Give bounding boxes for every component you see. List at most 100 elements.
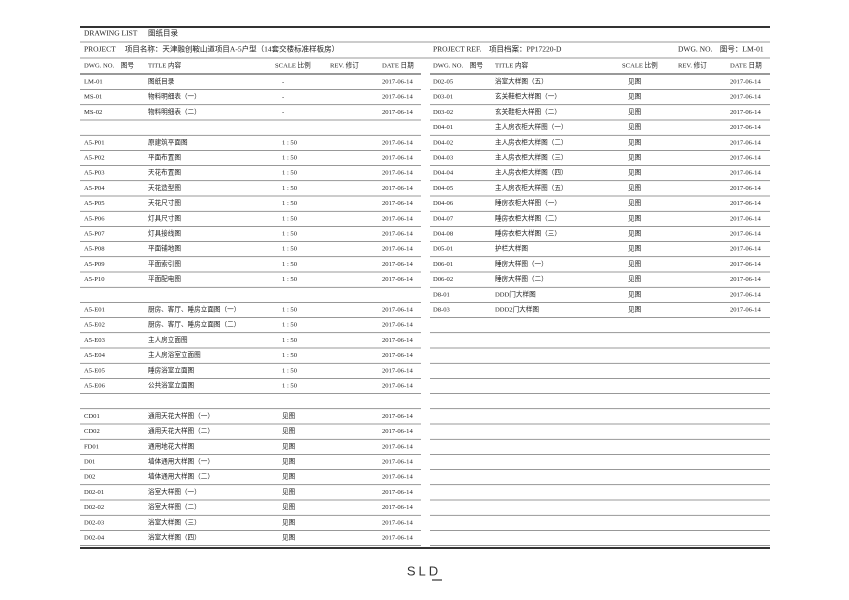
scale: 1 : 50 (282, 337, 298, 344)
scale: 见图 (628, 108, 642, 116)
dwg-no: A5-E05 (84, 367, 106, 374)
scale: 见图 (628, 260, 642, 268)
drawing-title: 灯具尺寸图 (148, 213, 181, 222)
dwg-no: D04-03 (433, 155, 454, 162)
scale: 1 : 50 (282, 276, 298, 283)
date: 2017-06-14 (382, 367, 413, 374)
drawing-title: 护栏大样图 (495, 244, 528, 253)
drawing-title: 主人房衣柜大样图（五） (495, 183, 568, 192)
date-header: DATE 日期 (730, 62, 762, 70)
date: 2017-06-14 (382, 231, 413, 238)
dwg-no: D04-02 (433, 139, 453, 146)
date: 2017-06-14 (730, 79, 761, 86)
date: 2017-06-14 (382, 383, 413, 390)
dwg-no: A5-P09 (84, 261, 105, 268)
date: 2017-06-14 (730, 94, 761, 101)
drawing-title: 天花布置图 (148, 168, 181, 177)
drawing-title: 墙体通用大样图（一） (148, 457, 214, 466)
drawing-title: 主人房立面图 (148, 335, 188, 344)
dwg-no: A5-P01 (84, 139, 105, 146)
dwg-no: D04-07 (433, 215, 454, 222)
scale: - (282, 109, 284, 116)
drawing-title: 浴室大样图（一） (148, 487, 201, 496)
dwg-no: D03-02 (433, 109, 453, 116)
dwg-no: CD01 (84, 413, 100, 420)
dwg-no: D04-01 (433, 124, 453, 131)
scale: 1 : 50 (282, 231, 298, 238)
date: 2017-06-14 (730, 261, 761, 268)
logo: SLD (407, 563, 441, 578)
date: 2017-06-14 (382, 489, 413, 496)
date: 2017-06-14 (730, 200, 761, 207)
dwg-no: A5-P02 (84, 155, 105, 162)
scale: 见图 (628, 123, 642, 131)
dwg-no: A5-E04 (84, 352, 106, 359)
drawing-title: 物料明细表（二） (148, 107, 201, 116)
drawing-title: 浴室大样图（四） (148, 533, 201, 542)
drawing-title: 通用天花大样图（一） (148, 411, 214, 420)
date: 2017-06-14 (382, 200, 413, 207)
dwg-no: A5-P04 (84, 185, 105, 192)
dwg-no-header: DWG. NO. 图号 (433, 62, 483, 70)
dwg-no: D05-01 (433, 246, 453, 253)
scale: - (282, 94, 284, 101)
dwg-no: A5-P06 (84, 215, 105, 222)
date: 2017-06-14 (382, 519, 413, 526)
dwg-no: D06-02 (433, 276, 453, 283)
dwg-no: FD01 (84, 443, 99, 450)
scale: 见图 (628, 138, 642, 146)
scale: 1 : 50 (282, 185, 298, 192)
drawing-title: 玄关鞋柜大样图（二） (495, 107, 561, 116)
drawing-title: 通用天花大样图（二） (148, 426, 214, 435)
dwg-no: A5-P10 (84, 276, 105, 283)
date: 2017-06-14 (730, 276, 761, 283)
date: 2017-06-14 (382, 504, 413, 511)
date: 2017-06-14 (730, 124, 761, 131)
drawing-title: 天花造型图 (148, 183, 181, 192)
dwg-no: DWG. NO. 图号：LM-01 (678, 45, 764, 54)
project-ref: PROJECT REF. 项目档案：PP17220-D (433, 44, 562, 54)
date: 2017-06-14 (382, 535, 413, 542)
drawing-title: 物料明细表（一） (148, 92, 201, 101)
dwg-no: A5-E06 (84, 383, 106, 390)
scale: 1 : 50 (282, 139, 298, 146)
dwg-no: D01 (84, 459, 95, 466)
dwg-no: A5-P07 (84, 231, 105, 238)
scale: 见图 (628, 93, 642, 101)
drawing-title: 睡房大样图（一） (495, 259, 548, 268)
dwg-no: A5-E02 (84, 322, 105, 329)
scale: 1 : 50 (282, 246, 298, 253)
dwg-no: CD02 (84, 428, 100, 435)
date: 2017-06-14 (382, 261, 413, 268)
date: 2017-06-14 (382, 215, 413, 222)
title-cn: 图纸目录 (148, 28, 178, 38)
scale: 见图 (628, 78, 642, 86)
drawing-title: 浴室大样图（三） (148, 517, 201, 526)
dwg-no: D02 (84, 474, 95, 481)
scale: 1 : 50 (282, 367, 298, 374)
dwg-no: D03-01 (433, 94, 453, 101)
drawing-title: DDD2门大样图 (495, 305, 539, 314)
drawing-title: 主人房衣柜大样图（三） (495, 153, 568, 162)
date: 2017-06-14 (730, 139, 761, 146)
scale: 1 : 50 (282, 215, 298, 222)
date: 2017-06-14 (730, 231, 761, 238)
scale: 见图 (282, 518, 296, 526)
date: 2017-06-14 (382, 307, 413, 314)
date: 2017-06-14 (730, 215, 761, 222)
date: 2017-06-14 (730, 246, 761, 253)
drawing-title: 睡房衣柜大样图（三） (495, 229, 561, 238)
drawing-title: 睡房大样图（二） (495, 274, 548, 283)
scale: 1 : 50 (282, 261, 298, 268)
date: 2017-06-14 (382, 474, 413, 481)
dwg-no-header: DWG. NO. 图号 (84, 62, 134, 70)
dwg-no: D04-06 (433, 200, 454, 207)
date: 2017-06-14 (382, 413, 413, 420)
drawing-title: 灯具接线图 (148, 229, 181, 238)
dwg-no: LM-01 (84, 79, 103, 86)
project: PROJECT 项目名称：天津融创鞍山道项目A-5户型（14套交楼标准样板房） (84, 44, 339, 54)
scale-header: SCALE 比例 (275, 61, 311, 70)
date: 2017-06-14 (382, 185, 413, 192)
drawing-title: 图纸目录 (148, 77, 175, 86)
